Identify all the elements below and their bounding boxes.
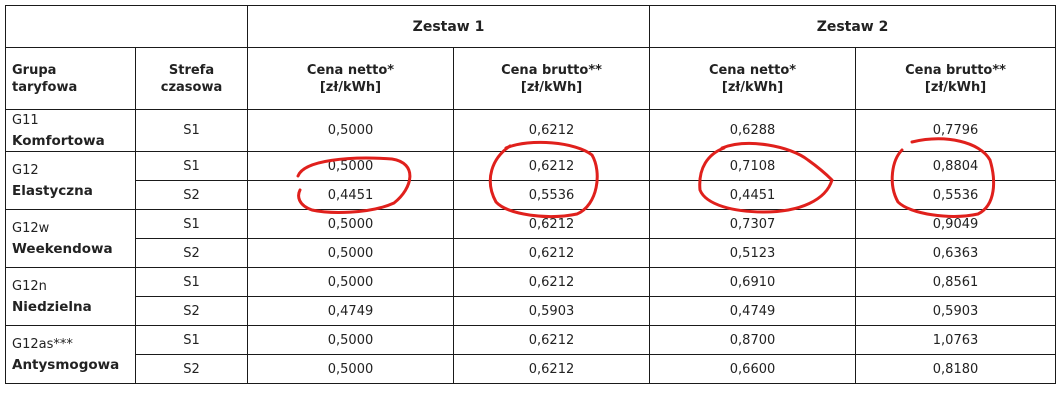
group-column-header: Grupa taryfowa — [5, 47, 136, 110]
set-1-net-price-cell: 0,5000 — [247, 238, 454, 268]
table-row: G12w Weekendowa S1 0,5000 0,6212 0,7307 0,9049 — [5, 209, 1057, 268]
tariff-group-code: G12 — [12, 162, 39, 178]
time-zone-cell: S2 — [135, 180, 248, 210]
zone-header-line-1: Strefa — [168, 62, 215, 78]
table-row: G12as*** Antysmogowa S1 0,5000 0,6212 0,8700 1… — [5, 325, 1057, 384]
tariff-group-name: Weekendowa — [12, 240, 113, 257]
table-row: G12n Niedzielna S1 0,5000 0,6212 0,6910 0,8561 — [5, 267, 1057, 326]
set-2-gross-price-cell: 0,8561 — [855, 267, 1057, 297]
gross-header-line-2: [zł/kWh] — [924, 79, 987, 95]
set-1-net-price-cell: 0,5000 — [247, 151, 454, 181]
set-1-net-price-cell: 0,5000 — [247, 325, 454, 355]
empty-corner-cell — [5, 5, 248, 48]
set-1-gross-price-cell: 0,6212 — [452, 354, 651, 384]
set-2-net-price-cell: 0,6910 — [649, 267, 857, 297]
set-1-net-header: Cena netto* [zł/kWh] — [247, 47, 454, 110]
tariff-group-name: Antysmogowa — [12, 356, 120, 373]
set-2-gross-price-cell: 0,5536 — [855, 180, 1057, 210]
tariff-table-wrapper: Zestaw 1 Zestaw 2 Grupa taryfowa Strefa … — [5, 5, 1057, 384]
time-zone-cell: S2 — [135, 354, 248, 384]
tariff-group-name: Elastyczna — [12, 182, 93, 199]
set-1-net-price-cell: 0,5000 — [247, 109, 454, 152]
net-header-line-2: [zł/kWh] — [721, 79, 784, 95]
set-1-gross-price-cell: 0,6212 — [452, 238, 651, 268]
net-header-line-2: [zł/kWh] — [319, 79, 382, 95]
set-header-row: Zestaw 1 Zestaw 2 — [5, 5, 1057, 48]
set-2-net-price-cell: 0,6288 — [649, 109, 857, 152]
set-1-gross-price-cell: 0,6212 — [452, 151, 651, 181]
set-1-net-price-cell: 0,5000 — [247, 354, 454, 384]
group-header-line-2: taryfowa — [12, 79, 78, 95]
gross-header-line-1: Cena brutto** — [905, 62, 1006, 78]
set-1-header: Zestaw 1 — [246, 5, 651, 48]
tariff-price-table: Zestaw 1 Zestaw 2 Grupa taryfowa Strefa … — [5, 5, 1057, 384]
tariff-group-code: G12w — [12, 220, 50, 236]
table-row: S2 0,5000 0,6212 0,6600 0,8180 — [6, 354, 1057, 384]
time-zone-cell: S2 — [135, 296, 248, 326]
set-2-gross-price-cell: 0,5903 — [855, 296, 1057, 326]
tariff-group-cell: G11 Komfortowa — [5, 109, 136, 152]
net-header-line-1: Cena netto* — [708, 62, 797, 78]
time-zone-cell: S1 — [135, 267, 248, 297]
set-1-net-price-cell: 0,4451 — [247, 180, 454, 210]
time-zone-cell: S1 — [135, 209, 248, 239]
time-zone-cell: S2 — [135, 238, 248, 268]
net-header-line-1: Cena netto* — [306, 62, 395, 78]
tariff-group-code: G11 — [12, 112, 39, 128]
set-1-gross-price-cell: 0,5903 — [452, 296, 651, 326]
set-2-gross-header: Cena brutto** [zł/kWh] — [855, 47, 1057, 110]
set-2-net-header: Cena netto* [zł/kWh] — [649, 47, 857, 110]
set-1-gross-price-cell: 0,6212 — [452, 109, 651, 152]
tariff-group-name: Niedzielna — [12, 298, 92, 315]
table-row: S2 0,5000 0,6212 0,5123 0,6363 — [6, 238, 1057, 268]
set-2-gross-price-cell: 0,7796 — [855, 109, 1057, 152]
column-header-row: Grupa taryfowa Strefa czasowa Cena netto… — [5, 47, 1057, 110]
set-2-net-price-cell: 0,7307 — [649, 209, 857, 239]
set-2-gross-price-cell: 0,9049 — [855, 209, 1057, 239]
table-row: S2 0,4749 0,5903 0,4749 0,5903 — [6, 296, 1057, 326]
tariff-group-cell: G12n Niedzielna — [5, 267, 136, 326]
group-header-line-1: Grupa — [12, 62, 57, 78]
set-1-gross-price-cell: 0,6212 — [452, 267, 651, 297]
set-2-net-price-cell: 0,4451 — [649, 180, 857, 210]
set-2-net-price-cell: 0,4749 — [649, 296, 857, 326]
tariff-group-cell: G12w Weekendowa — [5, 209, 136, 268]
tariff-group-cell: G12as*** Antysmogowa — [5, 325, 136, 384]
tariff-group-cell: G12 Elastyczna — [5, 151, 136, 210]
table-row: S2 0,4451 0,5536 0,4451 0,5536 — [6, 180, 1057, 210]
zone-column-header: Strefa czasowa — [135, 47, 248, 110]
time-zone-cell: S1 — [135, 151, 248, 181]
tariff-group-name: Komfortowa — [12, 132, 105, 149]
set-2-net-price-cell: 0,8700 — [649, 325, 857, 355]
tariff-group-code: G12as*** — [12, 336, 73, 352]
table-row: G12 Elastyczna S1 0,5000 0,6212 0,7108 0,8804 — [5, 151, 1057, 210]
set-2-gross-price-cell: 0,8180 — [855, 354, 1057, 384]
set-2-gross-price-cell: 1,0763 — [855, 325, 1057, 355]
zone-header-line-2: czasowa — [160, 79, 223, 95]
set-2-net-price-cell: 0,6600 — [649, 354, 857, 384]
set-2-gross-price-cell: 0,8804 — [855, 151, 1057, 181]
set-2-gross-price-cell: 0,6363 — [855, 238, 1057, 268]
set-1-net-price-cell: 0,5000 — [247, 267, 454, 297]
set-2-header: Zestaw 2 — [649, 5, 1057, 48]
tariff-group-code: G12n — [12, 278, 47, 294]
time-zone-cell: S1 — [135, 325, 248, 355]
gross-header-line-1: Cena brutto** — [501, 62, 602, 78]
set-1-gross-price-cell: 0,5536 — [452, 180, 651, 210]
set-1-gross-price-cell: 0,6212 — [452, 325, 651, 355]
set-1-net-price-cell: 0,4749 — [247, 296, 454, 326]
set-2-net-price-cell: 0,5123 — [649, 238, 857, 268]
time-zone-cell: S1 — [135, 109, 248, 152]
table-row: G11 Komfortowa S1 0,5000 0,6212 0,6288 0,7796 — [5, 109, 1057, 152]
set-1-gross-header: Cena brutto** [zł/kWh] — [452, 47, 651, 110]
set-1-net-price-cell: 0,5000 — [247, 209, 454, 239]
gross-header-line-2: [zł/kWh] — [520, 79, 583, 95]
set-2-net-price-cell: 0,7108 — [649, 151, 857, 181]
set-1-gross-price-cell: 0,6212 — [452, 209, 651, 239]
